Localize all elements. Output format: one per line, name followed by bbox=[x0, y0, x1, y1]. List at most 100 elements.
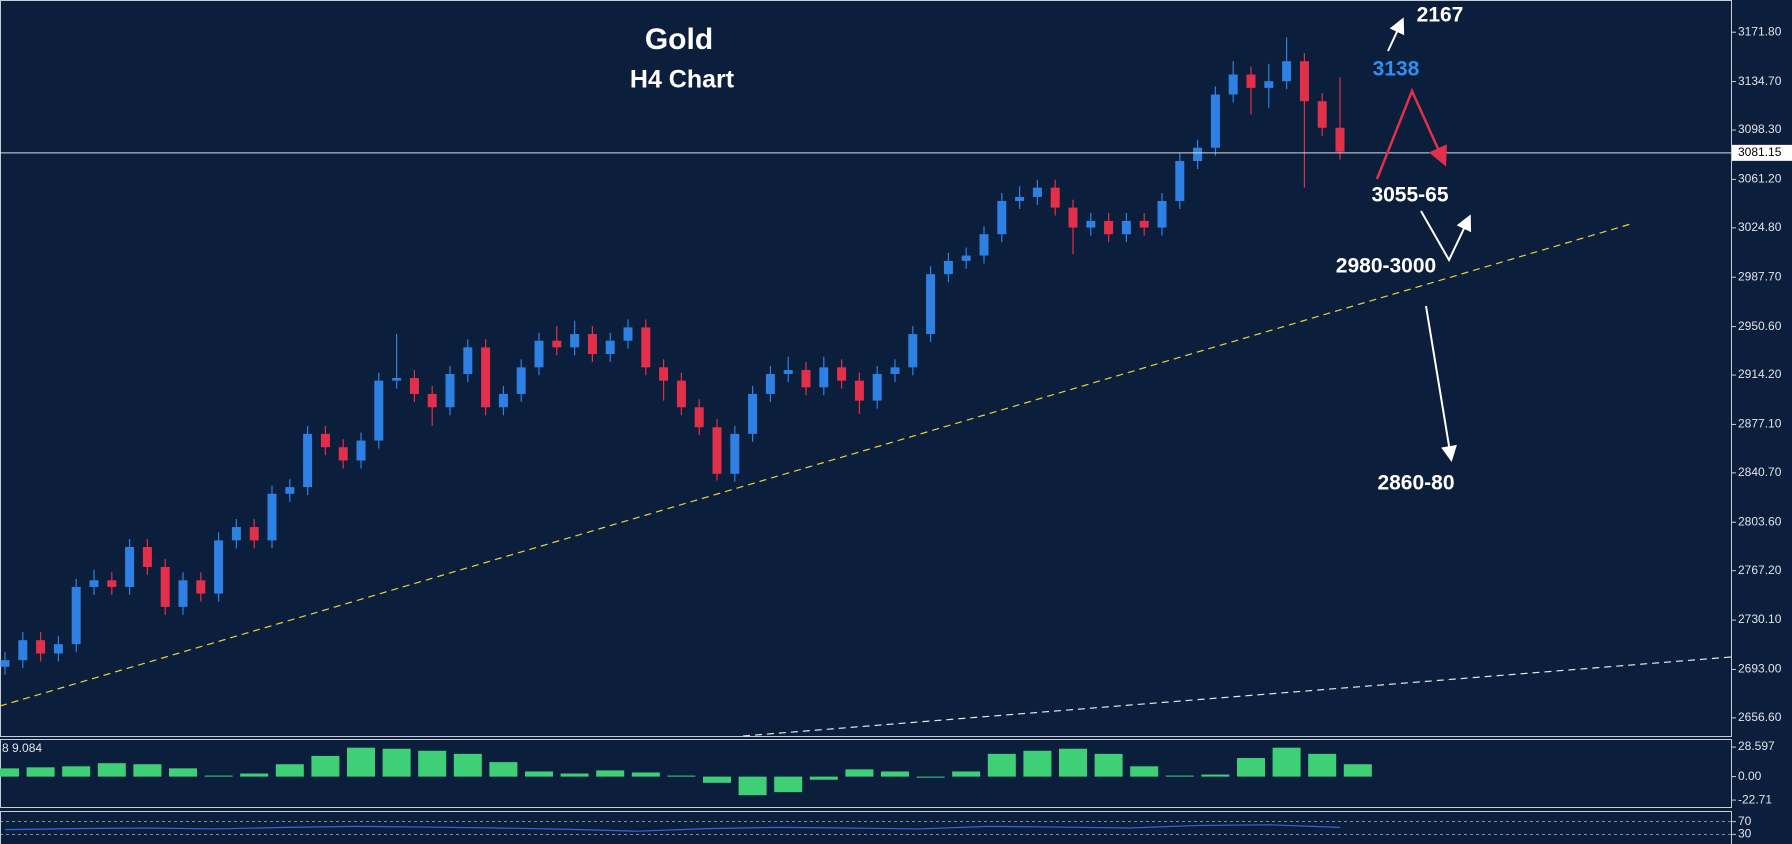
arrow bbox=[1387, 17, 1405, 52]
y-tick-label: 3061.20 bbox=[1738, 172, 1782, 186]
candle-body bbox=[676, 380, 686, 408]
y-tick-label: 30 bbox=[1738, 827, 1752, 841]
histogram-bar bbox=[596, 770, 625, 777]
current-price-label: 3081.15 bbox=[1738, 145, 1782, 159]
y-tick-label: 2656.60 bbox=[1738, 710, 1782, 724]
histogram-bar bbox=[1272, 747, 1301, 777]
candle-body bbox=[374, 380, 384, 441]
indicator-label: 8 9.084 bbox=[2, 741, 42, 755]
candle-body bbox=[71, 586, 81, 645]
candle-body bbox=[1228, 74, 1238, 95]
candle-body bbox=[943, 260, 953, 275]
candle-body bbox=[18, 640, 28, 661]
histogram-bar bbox=[453, 753, 482, 777]
histogram-bar bbox=[916, 776, 945, 778]
histogram-bar bbox=[809, 776, 838, 780]
candle-body bbox=[979, 234, 989, 256]
histogram-bar bbox=[703, 776, 731, 783]
candle-body bbox=[1121, 220, 1131, 235]
y-tick-label: 2693.00 bbox=[1738, 662, 1782, 676]
candle-body bbox=[748, 393, 758, 434]
histogram-bar bbox=[1094, 753, 1123, 777]
candle-body bbox=[570, 334, 580, 348]
candle-body bbox=[872, 373, 882, 401]
y-tick-label: 28.597 bbox=[1738, 739, 1775, 753]
candle-body bbox=[89, 580, 99, 587]
histogram-bar bbox=[240, 773, 269, 777]
plot-area: 3171.80 3134.70 3098.30 3061.20 3024.80 2987.… bbox=[0, 24, 1792, 841]
candle-body bbox=[1032, 187, 1042, 197]
candle-body bbox=[730, 433, 740, 474]
histogram-bar bbox=[1023, 750, 1052, 777]
current-price-box bbox=[1732, 144, 1792, 161]
candle-body bbox=[498, 393, 508, 408]
price-panel bbox=[0, 0, 1732, 737]
candle-body bbox=[1210, 94, 1220, 148]
candle-body bbox=[0, 660, 10, 667]
y-tick-label: 70 bbox=[1738, 814, 1752, 828]
histogram-bar bbox=[667, 775, 696, 777]
y-tick-label: 2803.60 bbox=[1738, 514, 1782, 528]
candle-body bbox=[997, 200, 1007, 235]
candle-body bbox=[338, 447, 348, 461]
candle-body bbox=[160, 566, 170, 607]
candle-body bbox=[854, 380, 864, 401]
candle-body bbox=[783, 369, 793, 374]
histogram-bar bbox=[1308, 753, 1337, 777]
histogram-bar bbox=[881, 771, 909, 777]
candle-body bbox=[1193, 147, 1203, 162]
candle-body bbox=[356, 440, 366, 461]
histogram-bar bbox=[952, 771, 981, 777]
candle-body bbox=[712, 427, 722, 474]
candle-body bbox=[801, 369, 811, 388]
annotation: 3055-65 bbox=[1371, 184, 1448, 207]
candle-body bbox=[1335, 127, 1345, 152]
y-tick-label: 3134.70 bbox=[1738, 74, 1782, 88]
candle-body bbox=[641, 327, 651, 368]
histogram-bar bbox=[1237, 758, 1265, 777]
candle-body bbox=[1175, 161, 1185, 201]
candle-body bbox=[303, 433, 313, 488]
indicator-line bbox=[4, 824, 1341, 832]
candle-body bbox=[463, 347, 473, 374]
histogram-bar bbox=[1201, 774, 1230, 777]
candle-body bbox=[249, 527, 259, 541]
histogram-bar bbox=[0, 768, 19, 777]
histogram-bar bbox=[382, 748, 411, 777]
annotation: 2860-80 bbox=[1377, 472, 1454, 495]
histogram-bar bbox=[1165, 775, 1194, 777]
candle-body bbox=[1139, 220, 1149, 228]
histogram-bar bbox=[311, 755, 340, 777]
arrow bbox=[1375, 87, 1447, 180]
histogram-bar bbox=[204, 775, 233, 777]
candle-body bbox=[1086, 220, 1096, 228]
histogram-bar bbox=[774, 776, 803, 793]
histogram-bar bbox=[275, 764, 304, 777]
candle-body bbox=[1050, 187, 1060, 208]
chart-title: Gold bbox=[645, 23, 713, 56]
candle-body bbox=[552, 340, 562, 348]
candle-body bbox=[196, 580, 206, 594]
candle-body bbox=[1068, 207, 1078, 228]
histogram-bar bbox=[97, 763, 126, 777]
candle-body bbox=[36, 640, 46, 654]
candle-body bbox=[961, 255, 971, 261]
candle-body bbox=[1317, 101, 1327, 128]
candle-body bbox=[694, 407, 704, 428]
histogram-bar bbox=[1059, 748, 1087, 777]
candle-body bbox=[765, 373, 775, 394]
histogram-bar bbox=[133, 764, 162, 777]
histogram-bar bbox=[1130, 766, 1159, 777]
histogram-bar bbox=[845, 769, 874, 777]
candle-body bbox=[1104, 220, 1114, 235]
annotation: 2980-3000 bbox=[1336, 255, 1436, 278]
candle-body bbox=[1282, 61, 1292, 82]
trend-line bbox=[742, 656, 1732, 737]
candle-body bbox=[605, 340, 615, 355]
candle-body bbox=[267, 493, 277, 541]
annotation: 2167 bbox=[1417, 4, 1464, 27]
histogram-bar bbox=[169, 768, 197, 777]
y-tick-label: 0.00 bbox=[1738, 769, 1762, 783]
